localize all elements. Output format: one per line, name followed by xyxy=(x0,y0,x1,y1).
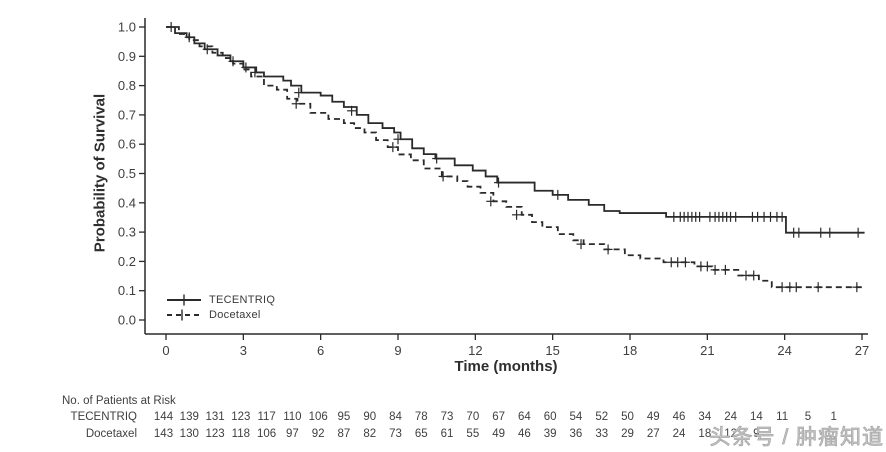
at-risk-count: 11 xyxy=(776,411,789,423)
at-risk-count: 90 xyxy=(363,411,377,423)
x-tick-label: 24 xyxy=(777,343,791,358)
at-risk-count: 73 xyxy=(440,411,454,423)
at-risk-count: 82 xyxy=(363,428,377,440)
at-risk-count: 14 xyxy=(749,411,763,423)
y-tick-label: 0.0 xyxy=(118,313,136,328)
at-risk-count: 46 xyxy=(517,428,531,440)
at-risk-count: 39 xyxy=(543,428,557,440)
watermark: 头条号 / 肿瘤知道 xyxy=(709,426,884,450)
legend-label-docetaxel: Docetaxel xyxy=(209,308,261,321)
at-risk-count: 36 xyxy=(569,428,583,440)
at-risk-count: 139 xyxy=(179,411,199,423)
y-tick-label: 0.1 xyxy=(118,283,136,298)
x-axis-title: Time (months) xyxy=(454,358,558,375)
at-risk-row-label-tecentriq: TECENTRIQ xyxy=(70,411,137,423)
at-risk-count: 65 xyxy=(414,428,428,440)
at-risk-count: 106 xyxy=(308,411,328,423)
at-risk-count: 117 xyxy=(257,411,276,423)
legend: TECENTRIQ Docetaxel xyxy=(166,292,275,322)
legend-label-tecentriq: TECENTRIQ xyxy=(209,293,276,306)
at-risk-count: 70 xyxy=(466,411,480,423)
at-risk-counts-tecentriq: 144 139 131 123 117 110 106 95 90 84 78 73 70 67 64 60 5… xyxy=(0,411,886,425)
at-risk-count: 78 xyxy=(414,411,428,423)
x-tick-label: 15 xyxy=(545,343,559,358)
at-risk-count: 5 xyxy=(804,411,812,423)
at-risk-count: 18 xyxy=(698,428,712,440)
y-tick-label: 1.0 xyxy=(118,20,136,35)
at-risk-row-label-docetaxel: Docetaxel xyxy=(85,428,137,440)
at-risk-count: 130 xyxy=(179,428,199,440)
at-risk-count: 118 xyxy=(231,428,250,440)
at-risk-count: 46 xyxy=(672,411,686,423)
y-tick-label: 0.8 xyxy=(118,78,136,93)
x-tick-label: 3 xyxy=(240,343,247,358)
x-tick-label: 27 xyxy=(855,343,869,358)
at-risk-count: 1 xyxy=(830,411,837,423)
at-risk-count: 24 xyxy=(724,411,738,423)
at-risk-count: 95 xyxy=(337,411,351,423)
y-tick-label: 0.3 xyxy=(118,225,136,240)
at-risk-count: 49 xyxy=(492,428,506,440)
y-tick-label: 0.4 xyxy=(118,195,136,210)
at-risk-count: 50 xyxy=(621,411,634,423)
at-risk-count: 33 xyxy=(595,428,609,440)
at-risk-count: 84 xyxy=(389,411,402,423)
x-tick-label: 21 xyxy=(700,343,714,358)
y-tick-label: 0.9 xyxy=(118,49,136,64)
y-tick-label: 0.7 xyxy=(118,107,136,122)
legend-row-tecentriq: TECENTRIQ xyxy=(166,292,275,307)
at-risk-count: 9 xyxy=(753,428,760,440)
at-risk-count: 64 xyxy=(517,411,531,423)
at-risk-count: 29 xyxy=(621,428,634,440)
at-risk-count: 67 xyxy=(492,411,506,423)
at-risk-count: 110 xyxy=(283,411,302,423)
at-risk-count: 52 xyxy=(595,411,609,423)
at-risk-count: 34 xyxy=(698,411,712,423)
at-risk-count: 87 xyxy=(337,428,351,440)
legend-row-docetaxel: Docetaxel xyxy=(166,307,275,322)
x-tick-label: 9 xyxy=(394,343,401,358)
x-tick-label: 12 xyxy=(468,343,482,358)
at-risk-count: 97 xyxy=(285,428,299,440)
at-risk-count: 143 xyxy=(153,428,174,440)
x-tick-label: 0 xyxy=(162,343,169,358)
y-tick-label: 0.5 xyxy=(118,166,136,181)
at-risk-count: 73 xyxy=(389,428,402,440)
docetaxel-line-sample-icon xyxy=(167,309,201,320)
at-risk-count: 144 xyxy=(153,411,174,423)
at-risk-count: 123 xyxy=(231,411,251,423)
at-risk-count: 60 xyxy=(543,411,557,423)
docetaxel-survival-curve xyxy=(166,26,862,289)
at-risk-count: 131 xyxy=(205,411,225,423)
at-risk-count: 49 xyxy=(646,411,660,423)
y-tick-label: 0.6 xyxy=(118,137,136,152)
at-risk-count: 54 xyxy=(569,411,583,423)
at-risk-count: 92 xyxy=(311,428,325,440)
at-risk-title: No. of Patients at Risk xyxy=(62,395,176,407)
at-risk-count: 24 xyxy=(672,428,686,440)
at-risk-count: 12 xyxy=(724,428,738,440)
at-risk-count: 106 xyxy=(257,428,277,440)
at-risk-count: 27 xyxy=(646,428,660,440)
x-tick-label: 6 xyxy=(317,343,324,358)
x-tick-label: 18 xyxy=(623,343,637,358)
at-risk-count: 123 xyxy=(205,428,225,440)
tecentriq-survival-curve xyxy=(166,26,865,234)
at-risk-counts-docetaxel: 143 130 123 118 106 97 92 87 82 73 65 61 55 49 46 39 36 3… xyxy=(0,428,886,442)
at-risk-count: 61 xyxy=(440,428,454,440)
at-risk-count: 55 xyxy=(466,428,480,440)
y-tick-label: 0.2 xyxy=(118,254,136,269)
tecentriq-line-sample-icon xyxy=(167,294,201,305)
